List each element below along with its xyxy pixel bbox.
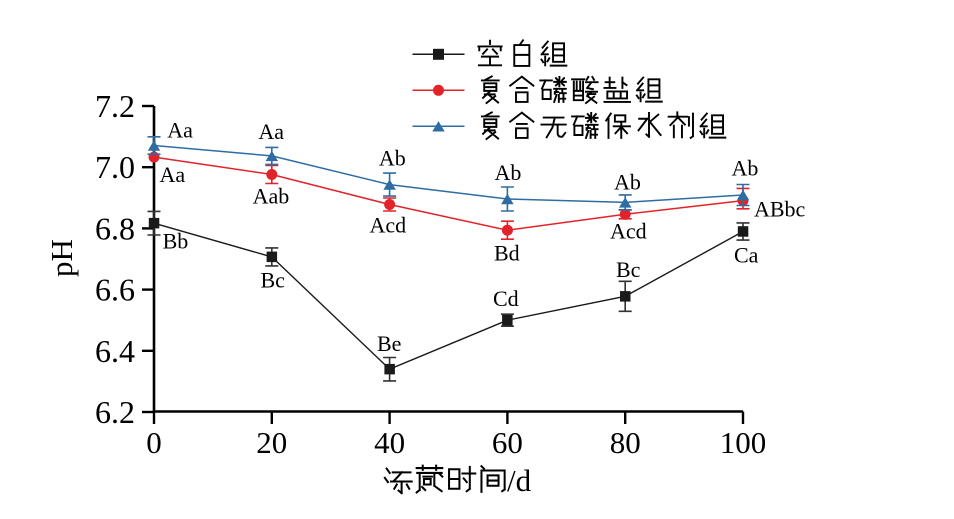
svg-text:Bd: Bd [494, 241, 520, 266]
svg-text:Be: Be [377, 331, 401, 356]
svg-text:Ab: Ab [379, 145, 406, 170]
svg-text:Cd: Cd [493, 286, 519, 311]
svg-text:Aa: Aa [258, 119, 284, 144]
svg-text:pH: pH [44, 239, 79, 277]
svg-text:Ab: Ab [495, 160, 522, 185]
svg-text:Bc: Bc [261, 268, 286, 293]
svg-text:60: 60 [492, 425, 523, 460]
svg-text:Bb: Bb [163, 229, 189, 254]
svg-text:ABbc: ABbc [754, 197, 806, 222]
svg-text:6.8: 6.8 [95, 210, 135, 246]
svg-text:6.6: 6.6 [95, 272, 135, 308]
svg-text:7.0: 7.0 [95, 149, 135, 185]
svg-text:/d: /d [507, 463, 532, 498]
svg-text:20: 20 [256, 425, 287, 460]
svg-text:6.4: 6.4 [95, 333, 135, 369]
svg-text:Ab: Ab [732, 156, 759, 181]
svg-text:Ca: Ca [734, 243, 759, 268]
svg-text:Acd: Acd [370, 213, 407, 238]
svg-text:Acd: Acd [610, 219, 647, 244]
svg-text:40: 40 [374, 425, 405, 460]
svg-text:6.2: 6.2 [95, 394, 135, 430]
svg-text:Aa: Aa [167, 118, 193, 143]
svg-text:80: 80 [610, 425, 641, 460]
svg-text:100: 100 [720, 425, 767, 460]
svg-text:Bc: Bc [616, 257, 641, 282]
svg-text:7.2: 7.2 [95, 88, 135, 124]
svg-text:Aa: Aa [160, 162, 186, 187]
svg-text:Aab: Aab [253, 184, 290, 209]
svg-text:Ab: Ab [614, 170, 641, 195]
svg-text:0: 0 [146, 425, 162, 460]
